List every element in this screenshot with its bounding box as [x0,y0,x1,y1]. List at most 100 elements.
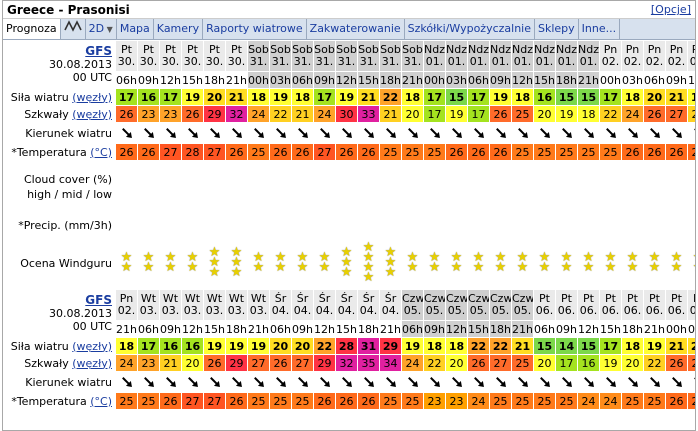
hour-cell: 12h [159,71,182,89]
temperature-value: 26 [225,143,248,161]
wind-arrow-icon [183,374,203,390]
gust-unit-link[interactable]: (węzły) [72,107,112,121]
wind-arrow-icon [337,374,357,390]
hour-cell: 06h [115,71,138,89]
wind-value: 21 [665,337,688,355]
wind-arrow-icon [139,374,159,390]
day-date: 03. [227,304,246,317]
rating-cell: ★ ★ ★ [203,236,226,290]
temp-unit-link[interactable]: (°C) [90,394,112,408]
day-date: 01. [469,55,488,68]
tab-8[interactable]: Inne... [579,19,621,39]
precip-cell [445,213,468,237]
star-icon: ★ [604,260,617,275]
hour-cell: 06h [533,320,556,338]
wind-value: 17 [137,337,160,355]
options-link[interactable]: [Opcje] [650,3,691,16]
gust-value: 19 [555,105,578,123]
hour-cell: 15h [599,320,622,338]
day-date: 05. [403,304,422,317]
temperature-value: 25 [269,392,292,410]
wave-chart-icon[interactable] [63,20,82,35]
dropdown-arrow-icon[interactable]: ▼ [104,25,113,34]
precip-label-text: *Precip. (mm/3h) [18,218,112,232]
temperature-value: 23 [445,392,468,410]
wind-arrow-icon [249,125,269,141]
tab-2[interactable]: Mapa [117,19,154,39]
tab-5[interactable]: Zakwaterowanie [307,19,405,39]
cloud-cell [665,160,688,214]
tab-3[interactable]: Kamery [154,19,204,39]
direction-label: Kierunek wiatru [3,122,116,144]
tab-7[interactable]: Sklepy [535,19,579,39]
gust-value: 23 [159,105,182,123]
temperature-value: 25 [621,392,644,410]
precip-cell [159,213,182,237]
day-header: Sob 31. [313,40,336,72]
model-link[interactable]: GFS [85,44,112,58]
day-header: Sob 31. [247,40,270,72]
day-name: Pn [689,44,695,56]
cloud-cell [511,160,534,214]
wind-value: 21 [511,337,534,355]
day-header: Wt 03. [159,289,182,321]
gust-value: 22 [687,105,695,123]
temperature-value: 25 [137,392,160,410]
rating-cell: ★★ [181,236,204,290]
temperature-value: 25 [423,143,446,161]
wind-arrow-icon [249,374,269,390]
model-link[interactable]: GFS [85,293,112,307]
hour-cell: 12h [313,320,336,338]
day-date: 03. [205,304,224,317]
wind-arrow-icon [447,374,467,390]
gust-value: 26 [467,354,490,372]
precip-label: *Precip. (mm/3h) [3,213,116,237]
day-date: 05. [469,304,488,317]
rating-cell: ★ ★ ★ [335,236,358,290]
star-icon: ★ [560,250,573,265]
wind-value: 18 [291,88,314,106]
cloud-cell [203,160,226,214]
hour-cell: 12h [687,71,695,89]
wind-arrow-icon [359,374,379,390]
temp-unit-link[interactable]: (°C) [90,145,112,159]
gust-value: 19 [445,105,468,123]
gust-unit-link[interactable]: (węzły) [72,356,112,370]
day-date: 01. [557,55,576,68]
gust-value: 16 [577,354,600,372]
direction-cell [225,122,248,144]
wind-arrow-icon [337,125,357,141]
tab-4[interactable]: Raporty wiatrowe [203,19,307,39]
wind-arrow-icon [183,125,203,141]
day-header: Ndz 01. [489,40,512,72]
hour-cell: 21h [247,320,270,338]
temperature-value: 27 [203,392,226,410]
gust-row: Szkwały (węzły) 24 23 21 20 26 29 27 26 27 29 32 35 3… [3,354,695,372]
wind-arrow-icon [381,125,401,141]
day-name: Czw [512,292,534,305]
wind-value: 15 [533,337,556,355]
tab-1[interactable]: 2D ▼ [86,19,117,39]
wind-arrow-icon [117,374,137,390]
precip-cell [115,213,138,237]
wind-unit-link[interactable]: (węzły) [72,90,112,104]
direction-cell [665,371,688,393]
wind-value: 18 [621,88,644,106]
temperature-value: 25 [247,143,270,161]
rating-cell: ★★ [555,236,578,290]
direction-cell [665,122,688,144]
wind-arrow-icon [623,374,643,390]
hour-cell: 18h [203,71,226,89]
wind-unit-link[interactable]: (węzły) [72,339,112,353]
tab-0[interactable]: Prognoza [3,19,61,39]
direction-cell [533,371,556,393]
tab-chart[interactable] [61,19,86,39]
day-header: Pt 30. [181,40,204,72]
day-date: 01. [425,55,444,68]
day-date: 06. [557,304,576,317]
star-icon: ★ [494,260,507,275]
tab-6[interactable]: Szkółki/Wypożyczalnie [405,19,535,39]
